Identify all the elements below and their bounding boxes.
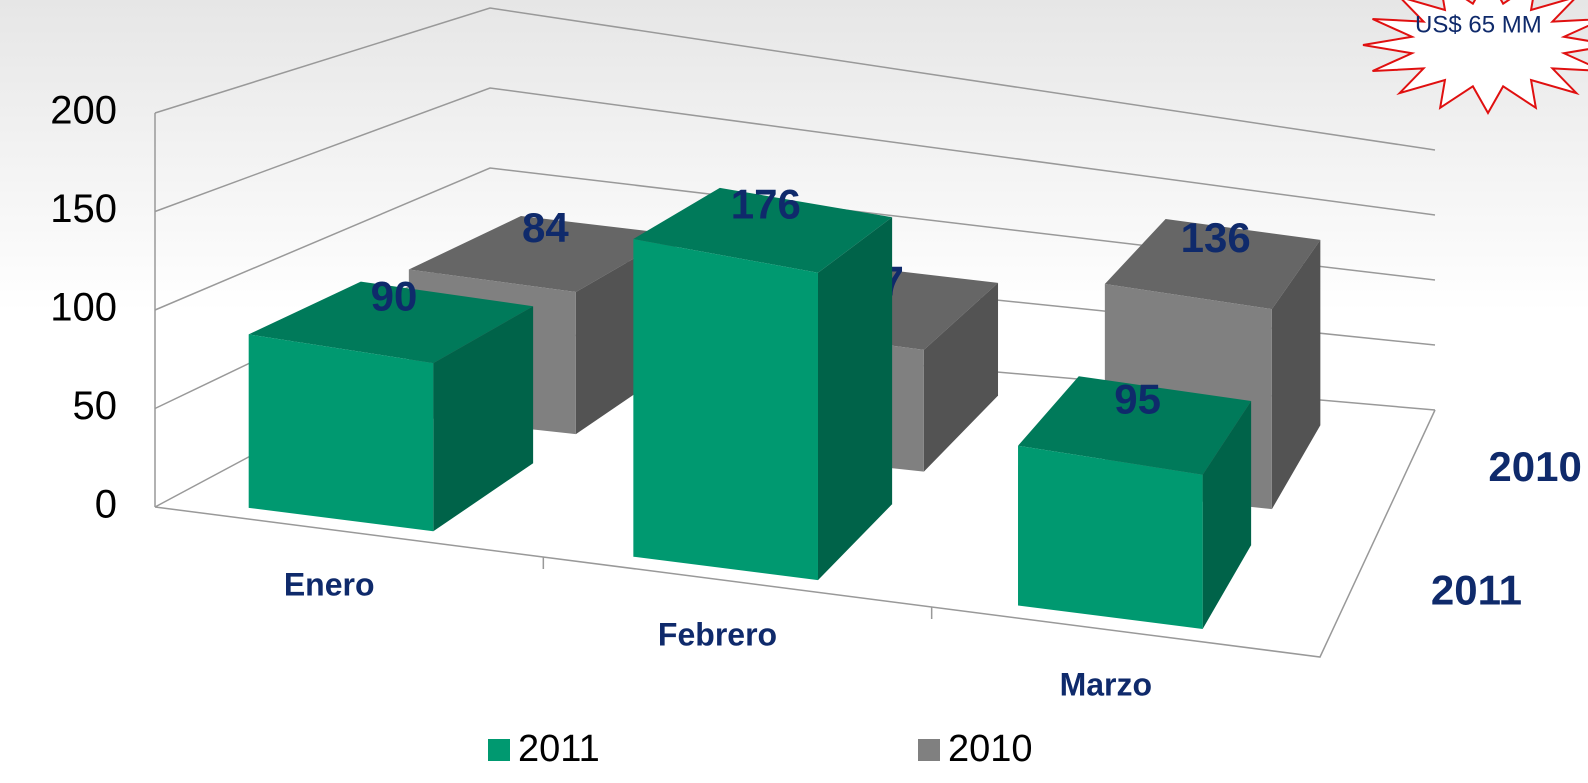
data-label: 95 — [1114, 376, 1161, 423]
legend-swatch — [918, 739, 940, 761]
bar-side — [1271, 239, 1321, 510]
data-label: 90 — [371, 272, 418, 319]
data-label: 84 — [522, 204, 569, 251]
bar-side — [923, 282, 999, 472]
y-tick-label: 0 — [95, 483, 117, 527]
bar-top — [408, 216, 676, 292]
y-tick-label: 50 — [73, 384, 118, 428]
grid-line — [154, 167, 1436, 311]
starburst — [1362, 0, 1588, 116]
bar-front — [248, 334, 434, 532]
y-tick-label: 150 — [50, 187, 117, 231]
x-tick-label: Enero — [284, 566, 375, 602]
bar-top — [248, 281, 534, 364]
data-label: 176 — [731, 180, 801, 227]
legend-swatch — [488, 739, 510, 761]
bar-side — [433, 306, 534, 532]
bar-top — [633, 187, 893, 273]
bar-front — [1018, 445, 1203, 630]
annotation: US$ 65 MM — [1415, 11, 1542, 38]
grid-line — [154, 87, 1436, 216]
bar-front — [633, 239, 818, 581]
bar-side — [817, 217, 893, 581]
grid-line — [154, 7, 1436, 151]
x-tick-label: Marzo — [1060, 666, 1152, 702]
depth-label: 2010 — [1488, 443, 1581, 490]
x-tick-label: Febrero — [658, 616, 777, 652]
y-tick-label: 100 — [50, 286, 117, 330]
bar-side — [1202, 401, 1252, 630]
data-label: 136 — [1181, 214, 1251, 261]
y-tick-label: 200 — [50, 89, 117, 133]
bar-top — [1018, 376, 1252, 475]
legend-label: 2010 — [948, 728, 1033, 770]
bar-top — [1104, 219, 1321, 310]
legend-label: 2011 — [518, 728, 600, 770]
depth-label: 2011 — [1431, 567, 1522, 614]
